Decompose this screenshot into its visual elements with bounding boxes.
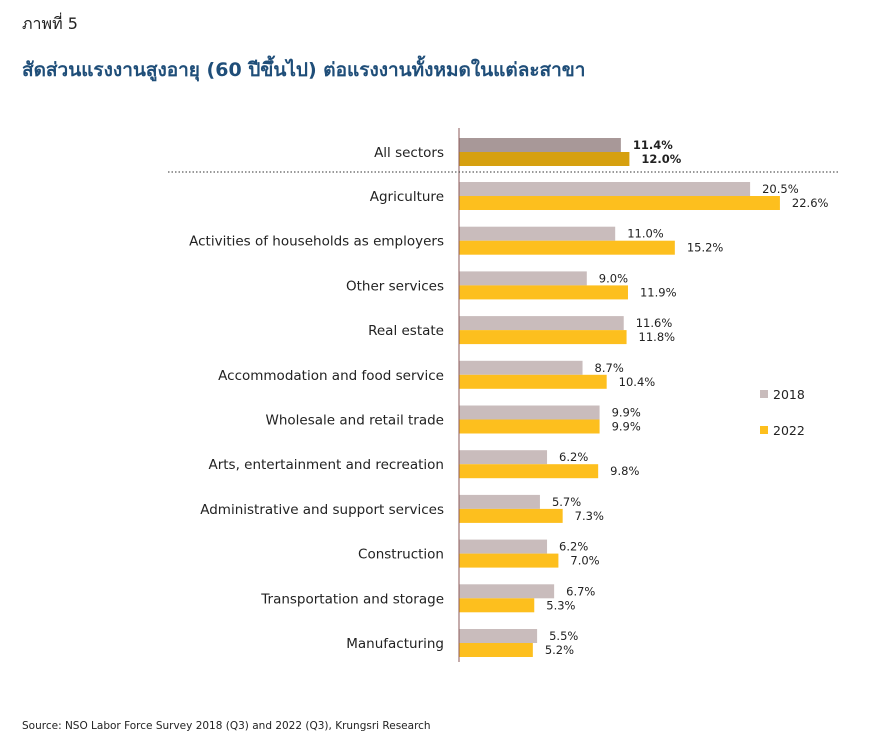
bar-2018 [459, 450, 548, 465]
category-label: Agriculture [370, 189, 444, 205]
category-label: Administrative and support services [200, 502, 444, 518]
value-label-2018: 5.5% [549, 629, 578, 643]
category-label: Manufacturing [346, 636, 444, 652]
bar-2018 [459, 629, 538, 643]
category-label: Accommodation and food service [218, 368, 444, 384]
value-label-2018: 20.5% [762, 182, 799, 196]
category-label: Other services [346, 278, 444, 294]
category-label: Transportation and storage [260, 591, 444, 607]
chart-title: สัดส่วนแรงงานสูงอายุ (60 ปีขึ้นไป) ต่อแร… [22, 59, 586, 81]
category-label: Real estate [368, 323, 444, 339]
bar-2022 [459, 240, 675, 255]
value-label-2022: 12.0% [641, 152, 681, 166]
value-label-2022: 7.0% [570, 554, 599, 568]
value-label-2022: 11.8% [639, 330, 676, 344]
value-label-2018: 6.2% [559, 450, 588, 464]
category-label: Wholesale and retail trade [266, 413, 444, 429]
value-label-2022: 11.9% [640, 285, 677, 299]
figure-label: ภาพที่ 5 [22, 14, 78, 33]
bar-2018 [459, 226, 616, 241]
bar-2018 [459, 539, 548, 554]
value-label-2022: 22.6% [792, 196, 829, 210]
bar-2022 [459, 553, 559, 568]
category-label: All sectors [374, 145, 444, 161]
category-label: Activities of households as employers [189, 234, 444, 250]
value-label-2018: 8.7% [595, 361, 624, 375]
bar-2022 [459, 643, 533, 657]
bar-2022 [459, 374, 607, 389]
bar-2018 [459, 360, 583, 375]
bar-2018 [459, 271, 587, 286]
bar-2022 [459, 508, 563, 523]
legend-label-2022: 2022 [773, 423, 805, 438]
value-label-2018: 9.9% [612, 406, 641, 420]
value-label-2022: 5.2% [545, 643, 574, 657]
value-label-2022: 9.8% [610, 464, 639, 478]
value-label-2018: 11.4% [633, 138, 673, 152]
value-label-2018: 6.2% [559, 540, 588, 554]
legend-swatch-2022 [760, 426, 768, 434]
bar-2022 [459, 598, 535, 613]
value-label-2022: 9.9% [612, 420, 641, 434]
value-label-2018: 6.7% [566, 584, 595, 598]
bar-2018 [459, 405, 600, 420]
legend-swatch-2018 [760, 390, 768, 398]
value-label-2018: 9.0% [599, 271, 628, 285]
bar-2022 [459, 152, 630, 166]
bar-2022 [459, 196, 780, 210]
legend-label-2018: 2018 [773, 387, 805, 402]
category-label: Arts, entertainment and recreation [208, 457, 444, 473]
bar-2018 [459, 494, 540, 509]
bar-2018 [459, 138, 621, 152]
value-label-2018: 11.6% [636, 316, 673, 330]
source-note: Source: NSO Labor Force Survey 2018 (Q3)… [22, 720, 431, 732]
category-label: Construction [358, 547, 444, 563]
bar-2022 [459, 285, 628, 300]
bar-2018 [459, 584, 555, 599]
value-label-2018: 5.7% [552, 495, 581, 509]
bar-2018 [459, 316, 624, 331]
bar-2022 [459, 419, 600, 434]
bar-2022 [459, 464, 599, 479]
value-label-2022: 7.3% [575, 509, 604, 523]
bar-2018 [459, 182, 751, 196]
value-label-2022: 15.2% [687, 241, 724, 255]
value-label-2018: 11.0% [627, 227, 664, 241]
bar-2022 [459, 330, 627, 345]
value-label-2022: 10.4% [619, 375, 656, 389]
value-label-2022: 5.3% [546, 598, 575, 612]
